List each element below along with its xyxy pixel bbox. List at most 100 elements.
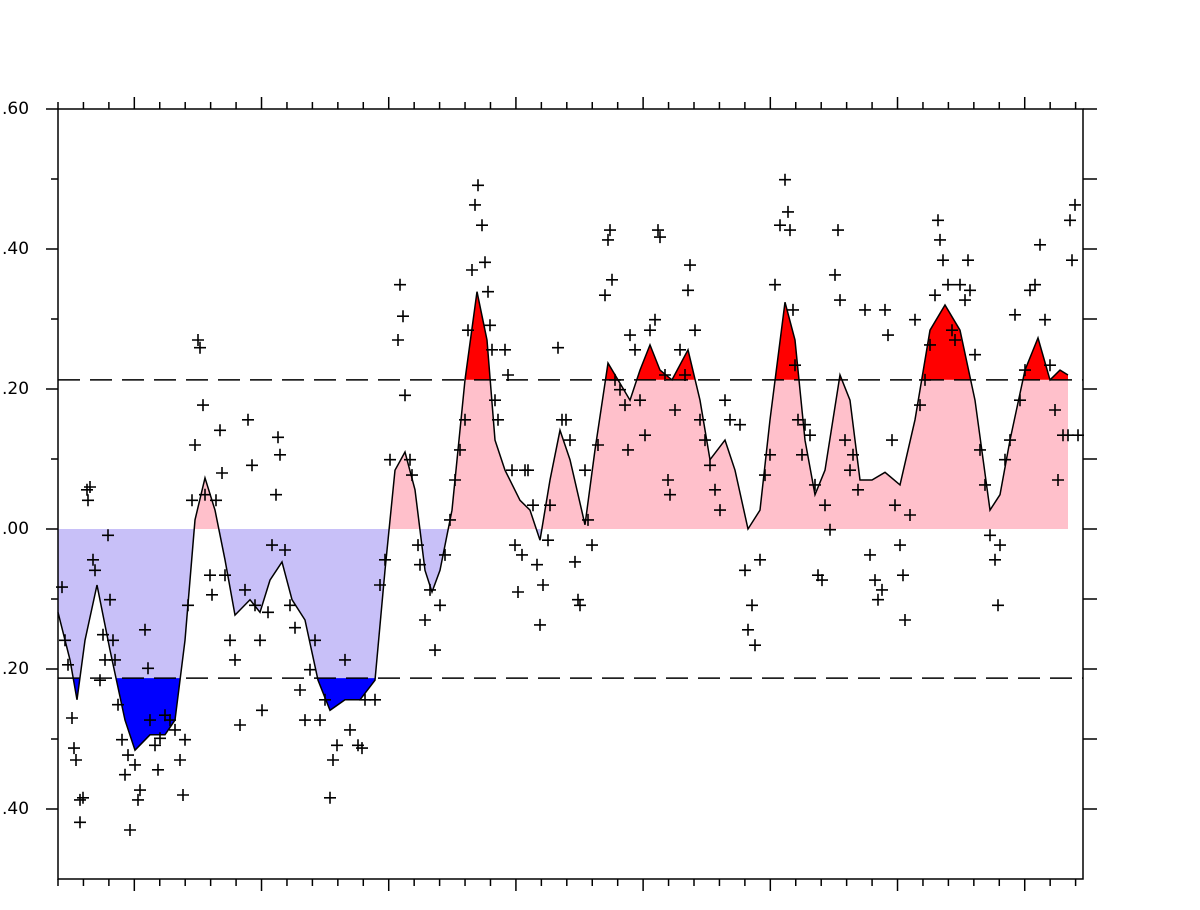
y-tick-label: .20: [2, 659, 29, 679]
data-point: [1049, 404, 1061, 416]
data-point: [94, 674, 106, 687]
data-point: [602, 233, 614, 246]
data-point: [210, 494, 222, 507]
data-point: [254, 634, 266, 647]
data-point: [572, 593, 584, 606]
data-point: [979, 478, 991, 491]
data-point: [356, 742, 368, 755]
data-point: [429, 644, 441, 657]
data-point: [669, 404, 681, 416]
data-point: [694, 413, 706, 426]
data-point: [486, 343, 498, 356]
data-point: [876, 583, 888, 596]
data-point: [68, 742, 80, 755]
data-point: [552, 341, 564, 354]
data-point: [749, 639, 761, 652]
data-point: [579, 464, 591, 477]
data-point: [897, 569, 909, 582]
data-point: [734, 418, 746, 431]
data-point: [609, 373, 621, 386]
data-point: [869, 574, 881, 587]
data-point: [274, 448, 286, 461]
data-point: [932, 214, 944, 227]
data-point: [709, 483, 721, 496]
data-point: [784, 224, 796, 237]
data-point: [962, 254, 974, 267]
data-point: [124, 824, 136, 836]
data-point: [112, 698, 124, 711]
data-point: [62, 658, 74, 671]
data-point: [246, 459, 258, 472]
data-point: [279, 544, 291, 556]
data-point: [614, 383, 626, 396]
data-point: [739, 564, 751, 577]
data-point: [1034, 238, 1046, 251]
data-point: [469, 198, 481, 211]
data-point: [569, 555, 581, 568]
y-tick-label: .60: [2, 99, 29, 119]
data-point: [789, 359, 801, 372]
smoothed-line: [57, 291, 1069, 752]
area-above: [465, 291, 1068, 380]
data-point: [159, 709, 171, 722]
data-point: [369, 693, 381, 706]
data-point: [914, 399, 926, 412]
data-point: [229, 653, 241, 666]
data-point: [699, 434, 711, 447]
data-point: [81, 483, 93, 496]
data-point: [489, 394, 501, 407]
data-point: [319, 693, 331, 706]
data-point: [787, 303, 799, 316]
data-point: [289, 621, 301, 634]
data-point: [829, 268, 841, 281]
data-point: [59, 634, 71, 647]
data-point: [256, 704, 268, 717]
data-point: [886, 434, 898, 447]
data-point: [284, 599, 296, 612]
data-point: [804, 429, 816, 442]
data-point: [239, 583, 251, 596]
data-point: [476, 219, 488, 232]
data-point: [719, 394, 731, 407]
data-point: [682, 284, 694, 297]
data-point: [624, 329, 636, 342]
data-point: [492, 413, 504, 426]
data-point: [654, 231, 666, 244]
data-point: [937, 254, 949, 267]
y-tick-label: .00: [2, 519, 29, 539]
data-point: [139, 623, 151, 636]
data-point: [242, 413, 254, 426]
data-point: [1039, 313, 1051, 326]
data-point: [599, 289, 611, 302]
data-point: [249, 599, 261, 612]
data-point: [299, 714, 311, 727]
data-point: [116, 733, 128, 746]
data-point: [832, 224, 844, 237]
data-point: [809, 478, 821, 491]
data-point: [512, 586, 524, 598]
data-point: [87, 553, 99, 566]
data-point: [177, 789, 189, 801]
data-point: [149, 739, 161, 752]
data-point: [592, 439, 604, 451]
data-point: [779, 173, 791, 186]
data-point: [929, 289, 941, 302]
data-point: [894, 539, 906, 552]
data-point: [466, 264, 478, 276]
data-point: [262, 606, 274, 619]
data-point: [502, 369, 514, 381]
data-point: [622, 443, 634, 456]
plot-frame: [57, 108, 1084, 880]
data-point: [1052, 474, 1064, 486]
data-point: [499, 343, 511, 356]
data-point: [169, 723, 181, 736]
data-point: [472, 179, 484, 192]
data-point: [852, 483, 864, 496]
data-point: [946, 324, 958, 337]
data-point: [439, 548, 451, 561]
data-point: [639, 429, 651, 442]
data-point: [859, 303, 871, 316]
data-point: [197, 399, 209, 412]
data-point: [844, 464, 856, 477]
data-point: [1044, 359, 1056, 372]
